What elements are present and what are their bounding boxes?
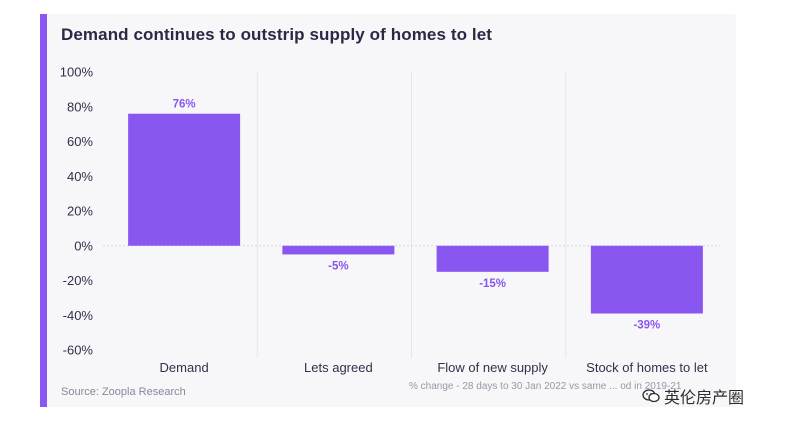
data-label: 76%	[173, 99, 196, 111]
watermark: 英伦房产圈	[642, 384, 744, 408]
y-tick-label: 80%	[67, 99, 93, 114]
category-label: Demand	[160, 360, 209, 375]
data-label: -5%	[328, 260, 348, 272]
category-label: Stock of homes to let	[586, 360, 708, 375]
bars-layer	[128, 113, 703, 314]
data-label: -15%	[479, 278, 506, 290]
watermark-text: 英伦房产圈	[664, 390, 745, 407]
y-tick-label: 0%	[74, 238, 93, 253]
accent-bar	[40, 14, 47, 407]
y-tick-label: -60%	[63, 343, 94, 358]
y-tick-label: 40%	[67, 169, 93, 184]
bar	[128, 113, 241, 246]
category-label: Flow of new supply	[437, 360, 548, 375]
bar	[282, 245, 395, 255]
labels-layer: 100% 80% 60% 40% 20% 0% -20% -40% -60% 76% Demand -…	[60, 65, 708, 376]
y-tick-label: -40%	[63, 308, 94, 323]
y-tick-label: 20%	[67, 204, 93, 219]
data-label: -39%	[633, 320, 660, 332]
y-tick-label: -20%	[63, 273, 94, 288]
chart-title: Demand continues to outstrip supply of h…	[61, 25, 493, 44]
period-note: % change - 28 days to 30 Jan 2022 vs sam…	[409, 381, 682, 392]
y-tick-label: 60%	[67, 134, 93, 149]
source-note: Source: Zoopla Research	[61, 386, 186, 398]
category-label: Lets agreed	[304, 360, 373, 375]
bar	[590, 245, 703, 314]
bar	[436, 245, 549, 272]
y-tick-label: 100%	[60, 65, 94, 80]
wechat-icon	[642, 389, 660, 403]
grid-layer	[103, 72, 720, 358]
